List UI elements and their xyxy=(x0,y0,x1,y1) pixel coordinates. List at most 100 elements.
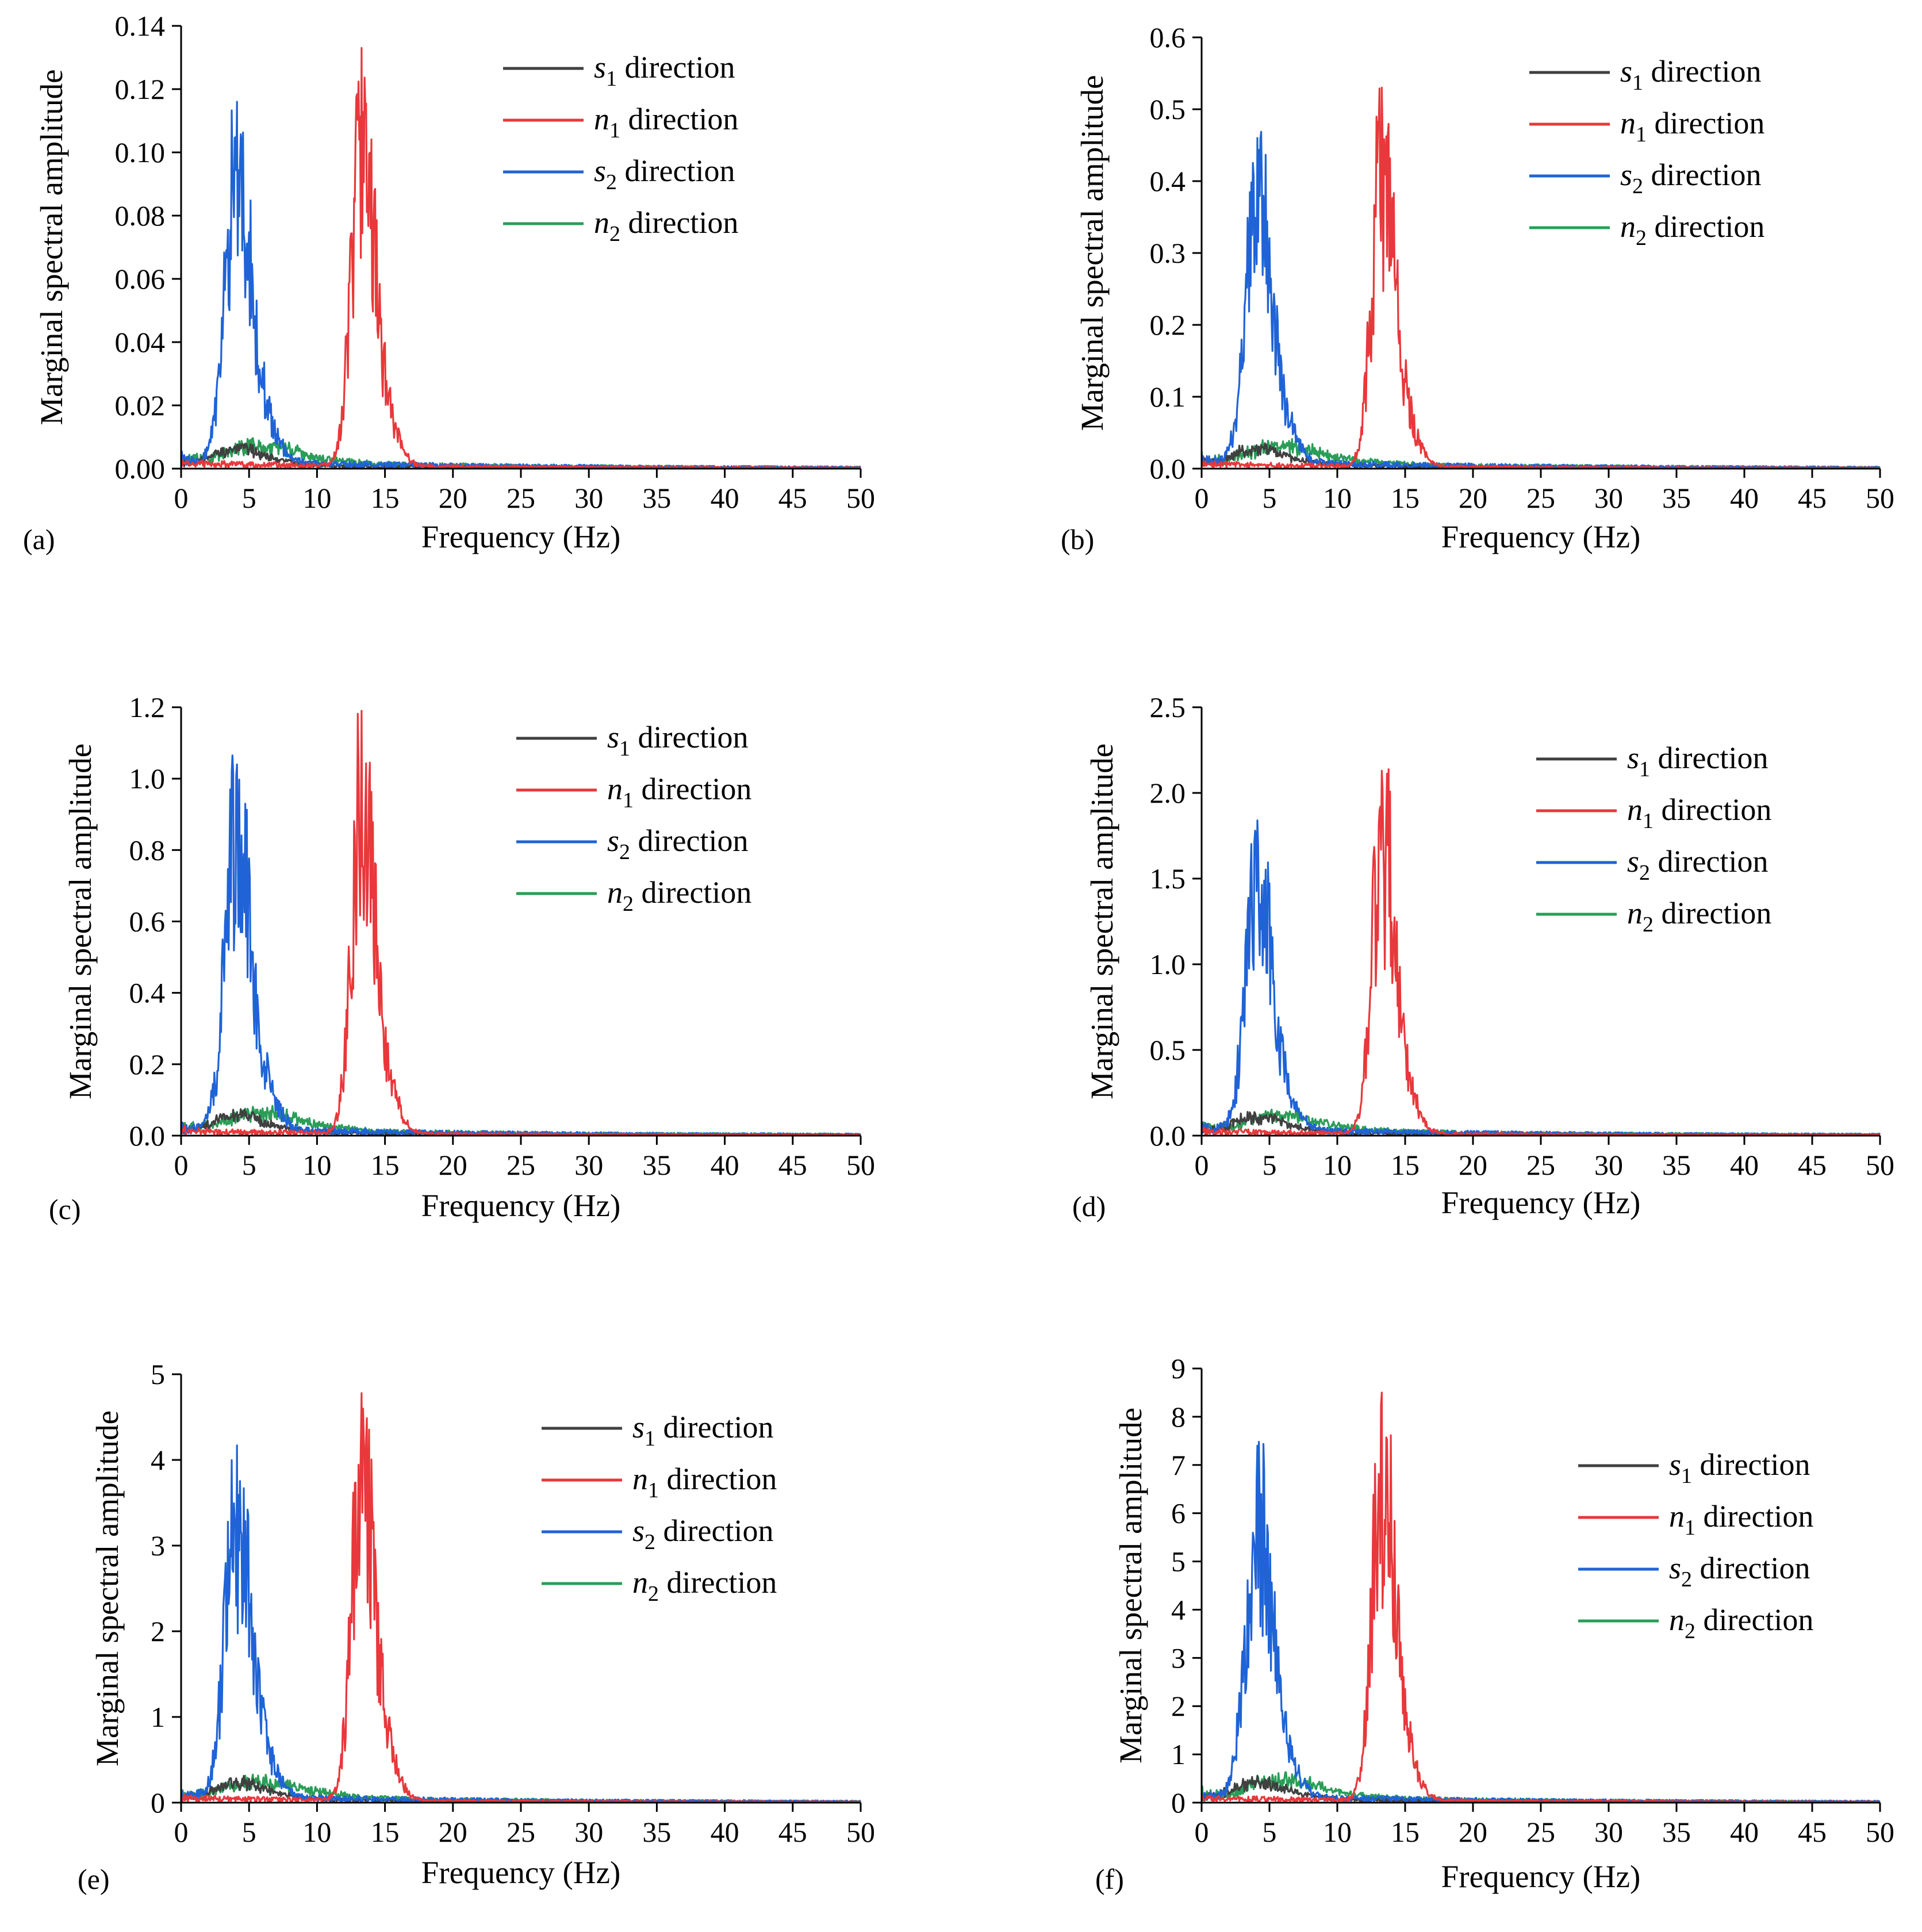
legend: s1 direction n1 direction s2 direction n2 d… xyxy=(1578,1447,1813,1643)
x-tick-label: 50 xyxy=(1866,1816,1894,1848)
x-axis-title: Frequency (Hz) xyxy=(1441,1859,1641,1894)
x-tick-label: 5 xyxy=(242,1816,256,1848)
y-tick-label: 0.00 xyxy=(115,453,166,485)
legend-label-n2: n2 direction xyxy=(1620,209,1764,250)
legend-label-s2: s2 direction xyxy=(632,1513,773,1554)
series-line-n1 xyxy=(1200,768,1881,1137)
x-tick-label: 50 xyxy=(1866,482,1894,514)
legend-label-s1: s1 direction xyxy=(1669,1447,1810,1488)
x-tick-label: 15 xyxy=(371,1149,400,1181)
legend-label-s2: s2 direction xyxy=(594,154,735,194)
y-tick-label: 0.10 xyxy=(115,136,166,168)
series-line-n1 xyxy=(180,1392,861,1804)
x-tick-label: 40 xyxy=(711,482,739,514)
y-tick-label: 0.8 xyxy=(129,834,166,866)
x-tick-label: 35 xyxy=(642,482,671,514)
x-tick-label: 10 xyxy=(302,1816,331,1848)
y-tick-label: 0.5 xyxy=(1150,1034,1186,1066)
y-tick-label: 7 xyxy=(1171,1449,1186,1481)
x-tick-label: 50 xyxy=(1866,1149,1894,1181)
x-tick-label: 30 xyxy=(1594,1816,1623,1848)
y-tick-label: 5 xyxy=(151,1358,165,1390)
y-tick-label: 0.4 xyxy=(1150,165,1186,197)
x-tick-label: 40 xyxy=(1730,1816,1759,1848)
x-tick-label: 30 xyxy=(574,1149,603,1181)
x-tick-label: 15 xyxy=(371,1816,400,1848)
x-tick-label: 0 xyxy=(174,1149,189,1181)
x-tick-label: 15 xyxy=(1391,1149,1420,1181)
x-tick-label: 50 xyxy=(846,1816,875,1848)
legend: s1 direction n1 direction s2 direction n2 d… xyxy=(1529,54,1764,250)
y-axis-title: Marginal spectral amplitude xyxy=(34,69,69,425)
x-tick-label: 30 xyxy=(574,482,603,514)
y-tick-label: 2.0 xyxy=(1150,777,1186,809)
x-tick-label: 45 xyxy=(1798,1149,1827,1181)
y-tick-label: 2 xyxy=(151,1615,165,1647)
x-axis-title: Frequency (Hz) xyxy=(421,1855,621,1890)
x-tick-label: 40 xyxy=(1730,1149,1759,1181)
x-tick-label: 0 xyxy=(1195,1816,1209,1848)
x-tick-label: 5 xyxy=(1263,1149,1277,1181)
y-tick-label: 5 xyxy=(1171,1546,1186,1578)
x-tick-label: 10 xyxy=(1323,482,1352,514)
x-tick-label: 25 xyxy=(1526,482,1555,514)
series-line-n1 xyxy=(1200,1392,1881,1804)
legend-label-n1: n1 direction xyxy=(1669,1499,1813,1540)
series-line-s2 xyxy=(1200,819,1881,1136)
x-tick-label: 5 xyxy=(242,482,256,514)
series-line-s2 xyxy=(180,754,861,1136)
legend-label-n2: n2 direction xyxy=(1627,896,1771,937)
x-tick-label: 15 xyxy=(371,482,400,514)
panel-label: (b) xyxy=(1061,523,1094,555)
x-tick-label: 45 xyxy=(778,1816,807,1848)
x-tick-label: 50 xyxy=(846,1149,875,1181)
y-tick-label: 2 xyxy=(1171,1690,1186,1722)
legend-label-s2: s2 direction xyxy=(1627,844,1768,885)
x-tick-label: 25 xyxy=(507,1816,535,1848)
y-tick-label: 1.0 xyxy=(1150,948,1186,980)
panel-f: 0 5 10 15 20 25 30 35 40 45 500123456789Frequency … xyxy=(1095,1352,1894,1895)
x-tick-label: 10 xyxy=(1323,1816,1352,1848)
x-tick-label: 5 xyxy=(1263,482,1277,514)
y-tick-label: 6 xyxy=(1171,1497,1186,1529)
y-tick-label: 1 xyxy=(151,1701,165,1733)
series-line-n1 xyxy=(1200,86,1881,470)
series-line-s2 xyxy=(1200,131,1881,469)
y-tick-label: 4 xyxy=(151,1444,165,1476)
y-tick-label: 0.0 xyxy=(129,1120,166,1152)
y-axis-title: Marginal spectral amplitude xyxy=(63,743,98,1099)
series-line-s2 xyxy=(180,1444,862,1803)
legend: s1 direction n1 direction s2 direction n2 d… xyxy=(542,1410,777,1606)
x-tick-label: 30 xyxy=(1594,482,1623,514)
x-tick-label: 40 xyxy=(711,1816,739,1848)
legend-label-s1: s1 direction xyxy=(607,720,748,761)
legend-label-n2: n2 direction xyxy=(632,1565,777,1606)
y-tick-label: 0.0 xyxy=(1150,1120,1186,1152)
legend-label-s1: s1 direction xyxy=(594,50,735,91)
legend-label-s2: s2 direction xyxy=(1620,158,1761,198)
x-tick-label: 40 xyxy=(711,1149,739,1181)
x-tick-label: 10 xyxy=(302,482,331,514)
x-tick-label: 5 xyxy=(242,1149,256,1181)
panel-a: 0 5 10 15 20 25 30 35 40 45 50 0.00 0.02 0.04 0.06 0.08… xyxy=(23,10,875,555)
x-tick-label: 25 xyxy=(507,1149,535,1181)
y-tick-label: 0.2 xyxy=(1150,309,1186,341)
y-tick-label: 0.4 xyxy=(129,977,166,1009)
x-tick-label: 25 xyxy=(507,482,535,514)
x-tick-label: 45 xyxy=(778,482,807,514)
panel-b: 0 5 10 15 20 25 30 35 40 45 50 0.0 0.1 0.2 0.3 0.4 0.5 0.… xyxy=(1061,21,1894,555)
y-tick-label: 9 xyxy=(1171,1352,1186,1385)
y-tick-label: 0.04 xyxy=(115,326,166,358)
legend-label-n2: n2 direction xyxy=(1669,1603,1813,1643)
x-tick-label: 35 xyxy=(642,1149,671,1181)
x-tick-label: 0 xyxy=(174,482,189,514)
legend: s1 direction n1 direction s2 direction n2 d… xyxy=(516,720,751,916)
x-tick-label: 35 xyxy=(1662,1816,1691,1848)
legend-label-n2: n2 direction xyxy=(594,205,738,246)
panel-label: (c) xyxy=(49,1193,81,1225)
y-tick-label: 3 xyxy=(1171,1642,1186,1674)
x-tick-label: 20 xyxy=(1459,1149,1487,1181)
x-axis-title: Frequency (Hz) xyxy=(421,519,621,554)
y-tick-label: 0.6 xyxy=(129,906,166,938)
panel-label: (a) xyxy=(23,523,55,555)
